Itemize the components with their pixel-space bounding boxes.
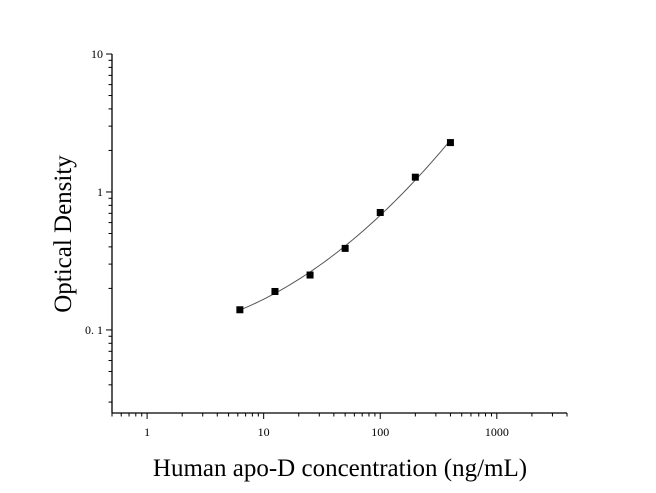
x-tick-label: 100 [371,425,389,439]
data-point [271,287,279,295]
y-tick-label: 0. 1 [85,323,103,337]
data-point [236,306,244,314]
data-point [306,271,314,279]
data-points [236,139,454,314]
y-axis-title: Optical Density [50,155,77,313]
y-tick-label: 10 [91,47,103,61]
axis-ticks: 1 10 100 1000 0. 1 1 10 [85,47,568,439]
x-tick-label: 1 [144,425,150,439]
data-point [376,208,384,216]
axes [111,54,567,414]
data-point [411,173,419,181]
fit-curve-layer [239,139,451,311]
x-axis-title: Human apo-D concentration (ng/mL) [153,455,527,482]
y-tick-label: 1 [97,185,103,199]
data-point [341,244,349,252]
x-tick-label: 1000 [485,425,509,439]
data-point [446,139,454,147]
fit-curve [239,139,451,311]
x-tick-label: 10 [258,425,270,439]
